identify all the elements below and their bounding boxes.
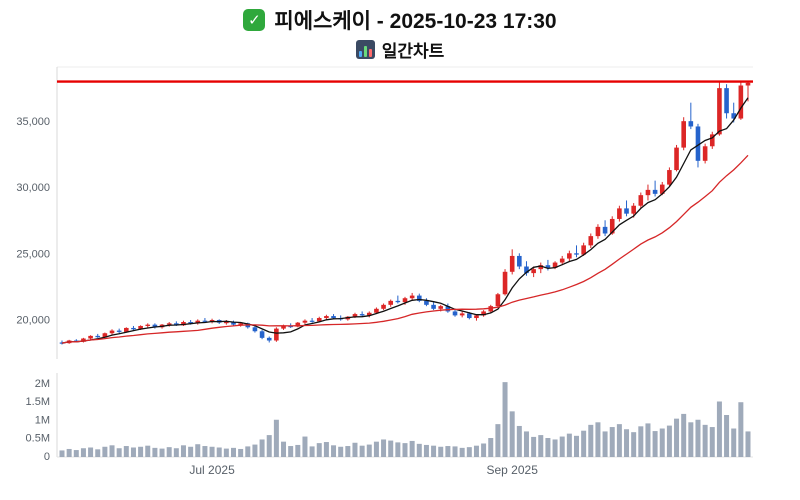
svg-text:Sep 2025: Sep 2025 xyxy=(486,463,538,477)
svg-text:0: 0 xyxy=(44,451,50,463)
chart-subtitle: 일간차트 xyxy=(0,37,800,62)
svg-text:1.5M: 1.5M xyxy=(26,396,50,408)
svg-text:Jul 2025: Jul 2025 xyxy=(189,463,235,477)
page-title: ✓ 피에스케이 - 2025-10-23 17:30 xyxy=(0,0,800,35)
title-text: 피에스케이 - 2025-10-23 17:30 xyxy=(274,10,557,33)
chart-frame xyxy=(56,66,753,458)
x-axis-labels: Jul 2025 Sep 2025 xyxy=(189,463,538,477)
candlestick-volume-chart: 20,000 25,000 30,000 35,000 0 0.5M 1M 1.5M 2M Jul… xyxy=(16,66,753,477)
price-axis-labels: 20,000 25,000 30,000 35,000 xyxy=(16,116,50,326)
svg-text:0.5M: 0.5M xyxy=(26,433,50,445)
svg-text:30,000: 30,000 xyxy=(16,182,50,194)
svg-text:1M: 1M xyxy=(35,414,50,426)
check-icon: ✓ xyxy=(243,9,266,31)
svg-text:20,000: 20,000 xyxy=(16,314,50,326)
subtitle-text: 일간차트 xyxy=(381,42,445,61)
svg-text:2M: 2M xyxy=(35,378,50,390)
volume-axis-labels: 0 0.5M 1M 1.5M 2M xyxy=(26,378,50,463)
svg-text:25,000: 25,000 xyxy=(16,248,50,260)
candles xyxy=(59,81,751,345)
volume-bars xyxy=(59,382,751,457)
svg-text:35,000: 35,000 xyxy=(16,116,50,128)
bar-chart-icon xyxy=(355,40,375,59)
ma-lines xyxy=(61,97,749,344)
